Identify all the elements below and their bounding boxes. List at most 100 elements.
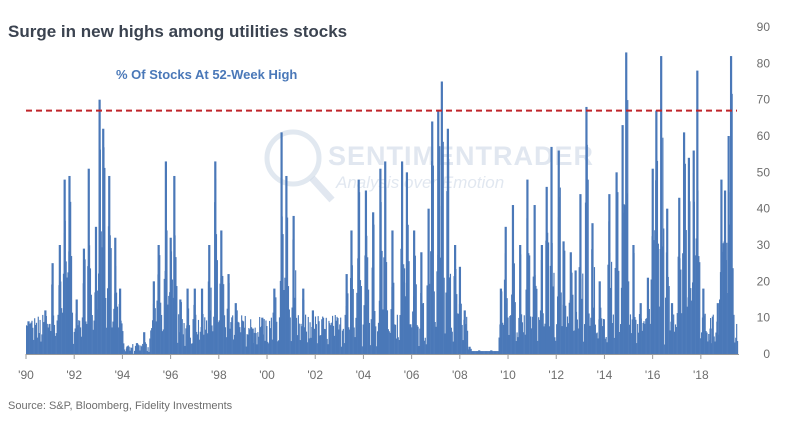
bar [324, 329, 326, 354]
bar [549, 265, 551, 354]
bar [230, 322, 232, 354]
bar [503, 279, 506, 354]
bar [658, 306, 660, 354]
bar [662, 137, 664, 354]
bar [144, 342, 146, 354]
bar [673, 314, 675, 354]
bar [113, 308, 115, 354]
bar [393, 282, 395, 354]
bar [542, 313, 544, 354]
bar [699, 262, 701, 354]
bar [581, 298, 583, 354]
bar-peak [646, 277, 650, 354]
bar [116, 292, 118, 354]
bar [338, 329, 340, 354]
bar [450, 327, 452, 354]
bar [317, 316, 319, 354]
bar [627, 100, 629, 354]
bar [224, 327, 227, 354]
bar-peak [545, 186, 548, 354]
bar [515, 341, 517, 354]
bar-peak [716, 303, 719, 354]
bar-peak [504, 226, 507, 354]
bar [294, 297, 296, 354]
bar [476, 351, 479, 354]
x-tick-label: '16 [645, 368, 661, 382]
bar [232, 315, 234, 354]
bar [159, 255, 161, 354]
x-tick-label: '18 [693, 368, 709, 382]
bar-peak [526, 179, 529, 354]
bar [681, 313, 683, 354]
bar [493, 351, 495, 354]
bar [624, 205, 626, 354]
bar [732, 268, 734, 354]
bar [181, 319, 183, 354]
bar [236, 310, 238, 354]
bar [399, 315, 401, 354]
bar [636, 343, 638, 354]
bar [628, 281, 630, 354]
watermark: SENTIMENTRADER Analysis over Emotion [264, 129, 594, 203]
bar-peak [345, 274, 348, 354]
bar [39, 319, 41, 354]
bar [473, 351, 475, 354]
bar [653, 240, 655, 354]
bar-peak [720, 179, 723, 354]
bar [316, 343, 318, 354]
bar [243, 327, 245, 354]
bar [638, 314, 641, 354]
bar [90, 294, 92, 354]
bar [370, 319, 372, 354]
bar [123, 343, 125, 354]
bar [605, 337, 607, 354]
bar [414, 255, 416, 354]
bar [429, 283, 431, 354]
bar [714, 341, 716, 354]
bar [92, 329, 94, 354]
bar [486, 351, 488, 354]
bar [576, 319, 578, 354]
bar [86, 323, 88, 354]
bar [432, 165, 434, 354]
x-tick-label: '10 [500, 368, 516, 382]
bar [642, 322, 644, 354]
watermark-brand: SENTIMENTRADER [328, 141, 594, 171]
bar-peak [94, 226, 98, 354]
bar [675, 327, 677, 354]
bar [488, 351, 490, 354]
bar [206, 320, 208, 354]
bar [307, 316, 309, 354]
bar [283, 290, 285, 354]
bar [131, 347, 133, 354]
bar [715, 332, 717, 354]
bar [382, 309, 384, 354]
bar [516, 332, 518, 354]
bar-peak [27, 321, 30, 354]
bar [266, 326, 268, 354]
bar [271, 339, 273, 354]
bar [328, 320, 330, 354]
bar [245, 346, 247, 354]
bar [704, 313, 706, 354]
x-tick-label: '98 [211, 368, 227, 382]
bar [521, 322, 524, 354]
bar-peak [608, 194, 611, 354]
bar-series [26, 52, 739, 355]
x-tick-label: '90 [18, 368, 34, 382]
bar [734, 342, 736, 354]
bar-peak [193, 288, 196, 354]
bar [439, 146, 441, 354]
bar [444, 333, 446, 354]
y-tick-label: 90 [757, 20, 771, 34]
bar [363, 305, 365, 354]
bar [205, 329, 207, 354]
bar [485, 351, 488, 354]
bar [32, 327, 34, 354]
bar-peak [157, 245, 160, 354]
bar-peak [625, 52, 628, 355]
bar [347, 293, 349, 354]
bar [611, 323, 614, 354]
bar [388, 331, 390, 354]
bar [309, 322, 311, 354]
